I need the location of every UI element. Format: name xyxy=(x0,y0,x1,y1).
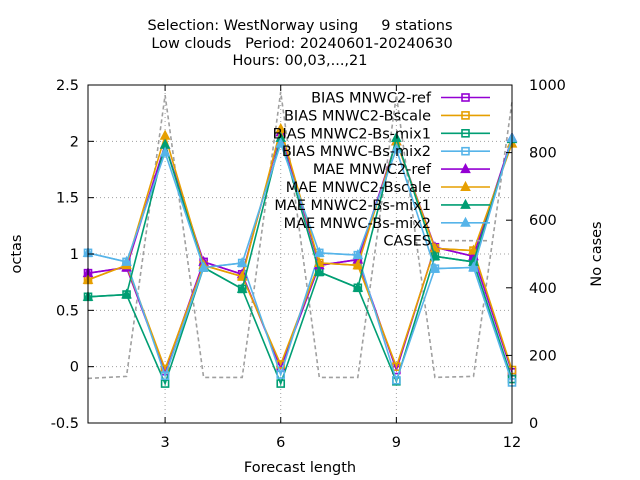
data-point xyxy=(276,370,286,379)
data-point xyxy=(313,246,325,257)
chart-title-line-2: Low clouds Period: 20240601-20240630 xyxy=(151,36,452,52)
data-point xyxy=(159,146,171,157)
legend-entry: BIAS MNWC2-Bs-mix1 xyxy=(273,126,490,142)
y-tick-label: -0.5 xyxy=(51,416,79,432)
data-point xyxy=(468,261,479,272)
chart-title-line-3: Hours: 00,03,...,21 xyxy=(233,53,368,69)
x-tick-label: 12 xyxy=(503,435,521,451)
legend-label: BIAS MNWC-Bs-mix2 xyxy=(282,144,431,160)
data-point xyxy=(160,379,170,388)
y2-tick-label: 200 xyxy=(529,348,557,364)
y2-tick-label: 400 xyxy=(529,281,557,297)
axes: 3 6 9 12 -0.5 0 0.5 1 1.5 2 2.5 0 200 400 600 800 1000 xyxy=(51,78,566,451)
y2-tick-label: 1000 xyxy=(529,78,566,94)
series-layer xyxy=(82,122,518,388)
series-8 xyxy=(87,91,513,380)
legend-marker xyxy=(460,198,471,209)
y-tick-label: 0 xyxy=(70,360,79,376)
data-point xyxy=(352,281,364,292)
data-point xyxy=(352,259,364,270)
series-1 xyxy=(83,244,517,375)
legend-entry: BIAS MNWC-Bs-mix2 xyxy=(282,144,490,160)
legend-marker xyxy=(461,146,470,156)
legend-label: BIAS MNWC2-Bs-mix1 xyxy=(273,126,431,142)
series-line xyxy=(87,137,513,270)
y-axis-label: octas xyxy=(9,235,25,274)
legend-entry: BIAS MNWC2-ref xyxy=(311,91,490,107)
legend-label: MAE MNWC2-Bs-mix1 xyxy=(274,198,431,214)
y2-axis-label: No cases xyxy=(589,221,605,286)
legend-label: BIAS MNWC2-ref xyxy=(311,91,432,107)
y2-tick-label: 600 xyxy=(529,213,557,229)
legend-entry: CASES xyxy=(383,234,490,250)
legend-label: BIAS MNWC2-Bscale xyxy=(284,108,431,124)
legend-label: CASES xyxy=(383,234,431,250)
legend-entry: MAE MNWC2-Bs-mix1 xyxy=(274,198,490,214)
chart-title-line-1: Selection: WestNorway using 9 stations xyxy=(147,18,452,34)
legend-marker xyxy=(460,180,471,191)
legend-entry: BIAS MNWC2-Bscale xyxy=(284,108,490,124)
y2-tick-label: 800 xyxy=(529,146,557,162)
data-point xyxy=(236,256,248,268)
series-line xyxy=(87,91,513,380)
data-point xyxy=(275,137,287,148)
legend-label: MAE MNWC-Bs-mix2 xyxy=(284,216,431,232)
x-tick-label: 9 xyxy=(392,435,401,451)
x-tick-label: 6 xyxy=(276,435,285,451)
data-point xyxy=(429,250,441,261)
legend-entry: MAE MNWC-Bs-mix2 xyxy=(284,216,490,232)
data-point xyxy=(468,244,479,255)
y-tick-label: 1 xyxy=(70,247,79,263)
data-point xyxy=(391,143,402,154)
series-0 xyxy=(83,242,517,377)
cases-series-layer xyxy=(87,91,513,380)
y-tick-label: 1.5 xyxy=(56,191,79,207)
data-point xyxy=(159,129,171,140)
legend-label: MAE MNWC2-Bscale xyxy=(286,180,431,196)
data-point xyxy=(121,255,132,266)
legend-marker xyxy=(461,129,470,138)
data-point xyxy=(198,261,209,272)
y-tick-label: 0.5 xyxy=(56,303,79,319)
legend-marker xyxy=(460,216,471,227)
data-point xyxy=(160,371,170,380)
data-point xyxy=(276,379,286,388)
data-point xyxy=(352,249,364,260)
legend-marker xyxy=(461,93,470,102)
data-point xyxy=(236,282,248,293)
legend-entry: MAE MNWC2-Bscale xyxy=(286,180,490,196)
series-line xyxy=(87,255,513,386)
data-point xyxy=(429,262,441,273)
y2-tick-label: 0 xyxy=(529,416,538,432)
data-point xyxy=(313,265,325,277)
legend-entry: MAE MNWC2-ref xyxy=(313,162,490,178)
data-point xyxy=(391,131,402,142)
y-tick-label: 2 xyxy=(70,134,79,150)
legend-label: MAE MNWC2-ref xyxy=(313,162,432,178)
legend-marker xyxy=(461,111,470,120)
y-tick-label: 2.5 xyxy=(56,78,79,94)
data-point xyxy=(392,375,401,385)
x-axis-label: Forecast length xyxy=(244,460,356,476)
x-tick-label: 3 xyxy=(160,435,169,451)
data-point xyxy=(121,288,132,299)
legend-marker xyxy=(460,163,471,174)
